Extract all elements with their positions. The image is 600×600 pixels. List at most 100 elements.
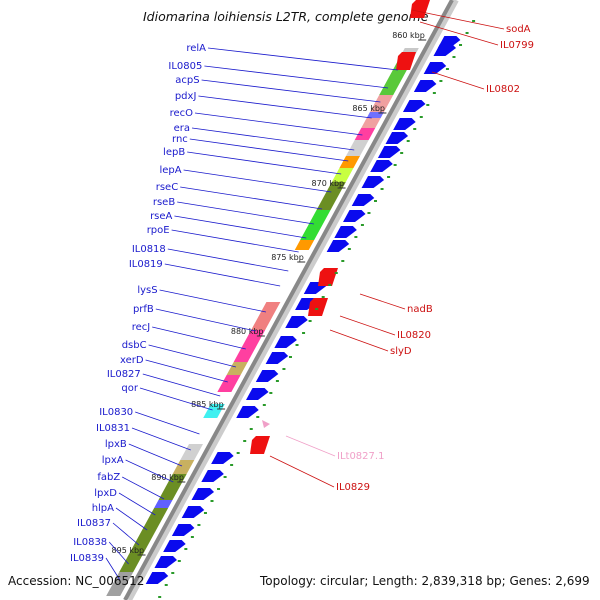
leader-line-dsbC — [148, 344, 237, 368]
gc-skew-dot — [445, 68, 449, 70]
gc-skew-dot — [164, 584, 168, 586]
gc-band-5 — [354, 128, 376, 140]
reverse-gene-0 — [410, 0, 430, 18]
leader-line-lepB — [187, 151, 342, 175]
forward-gene-22 — [211, 452, 234, 464]
forward-gene-11 — [343, 210, 366, 222]
leader-line-rseB — [177, 201, 314, 225]
gc-skew-dot — [459, 44, 463, 46]
forward-gene-17 — [274, 336, 297, 348]
leader-line-IL0818 — [167, 248, 289, 272]
forward-gene-29 — [145, 572, 169, 584]
gc-band-10 — [300, 210, 331, 240]
gc-skew-dot — [256, 416, 260, 418]
gene-label-pdxJ: pdxJ — [175, 91, 197, 102]
gc-skew-dot — [341, 260, 345, 262]
reverse-gene-4 — [250, 436, 270, 454]
leader-line-hlpA — [115, 507, 148, 531]
leader-line-IL0829 — [269, 455, 335, 488]
gene-label-IL0805: IL0805 — [168, 61, 202, 72]
gc-band-8 — [331, 168, 354, 182]
gc-skew-dot — [210, 500, 214, 502]
gene-label-IL0818: IL0818 — [132, 244, 166, 255]
tick-label-0: 860 kbp — [392, 31, 425, 40]
tick-label-7: 895 kbp — [112, 546, 145, 555]
gene-label-IL0820: IL0820 — [397, 330, 431, 341]
gc-skew-dot — [217, 488, 221, 490]
forward-gene-4 — [402, 100, 426, 112]
forward-gene-7 — [377, 146, 401, 158]
forward-gene-8 — [370, 160, 393, 172]
gene-label-slyD: slyD — [390, 346, 412, 357]
map-title: Idiomarina loihiensis L2TR, complete gen… — [143, 9, 429, 24]
leader-line-era — [191, 127, 355, 151]
gc-skew-dot — [380, 188, 384, 190]
leader-line-IL0838 — [108, 541, 129, 565]
gc-skew-dot — [236, 452, 240, 454]
forward-gene-27 — [163, 540, 186, 552]
tick-label-2: 870 kbp — [312, 179, 345, 188]
gc-band-11 — [294, 240, 315, 250]
reverse-gene-2 — [318, 268, 338, 286]
leader-line-IL0819 — [164, 263, 281, 287]
forward-gene-5 — [393, 118, 416, 130]
gene-label-recJ: recJ — [132, 322, 151, 333]
gene-label-dsbC: dsbC — [122, 340, 147, 351]
forward-gene-10 — [351, 194, 375, 206]
forward-gene-6 — [385, 132, 409, 144]
leader-line-lpxD — [118, 492, 156, 516]
leader-line-IL0837 — [112, 522, 140, 546]
gene-label-IL0831: IL0831 — [96, 423, 130, 434]
gene-label-IL0819: IL0819 — [129, 259, 163, 270]
gene-label-IL0830: IL0830 — [99, 407, 133, 418]
gc-skew-dot — [275, 380, 279, 382]
gc-skew-dot — [282, 368, 286, 370]
leader-line-IL0830 — [135, 411, 200, 435]
leader-line-recJ — [152, 326, 246, 350]
gc-skew-dot — [426, 104, 430, 106]
gene-label-IL0837: IL0837 — [77, 518, 111, 529]
gene-label-xerD: xerD — [120, 355, 144, 366]
forward-gene-13 — [326, 240, 350, 252]
gene-label-ILt0827.1: ILt0827.1 — [337, 451, 384, 462]
gc-skew-dot — [288, 356, 292, 358]
leader-line-IL0805 — [204, 65, 389, 89]
gene-label-IL0827: IL0827 — [107, 369, 141, 380]
gene-label-rseA: rseA — [150, 211, 172, 222]
gc-band-18 — [180, 444, 204, 460]
accession-text: Accession: NC_006512 — [8, 574, 145, 588]
gene-label-rseC: rseC — [156, 182, 178, 193]
gene-label-rpoE: rpoE — [147, 225, 170, 236]
gc-band-23 — [106, 572, 134, 596]
forward-gene-1 — [433, 44, 457, 56]
gc-skew-dot — [262, 404, 266, 406]
gc-skew-dot — [243, 440, 247, 442]
gc-skew-dot — [321, 296, 325, 298]
gc-skew-dot — [197, 524, 201, 526]
gene-label-fabZ: fabZ — [97, 472, 120, 483]
gene-label-lepB: lepB — [163, 147, 185, 158]
gc-skew-dot — [465, 32, 469, 34]
gc-skew-dot — [354, 236, 358, 238]
gene-label-rnc: rnc — [172, 134, 188, 145]
forward-gene-3 — [413, 80, 437, 92]
gc-band-20 — [158, 474, 187, 500]
gc-skew-dot — [393, 164, 397, 166]
leader-line-acpS — [201, 79, 381, 103]
leader-line-IL0839 — [105, 557, 121, 581]
gene-label-IL0799: IL0799 — [500, 40, 534, 51]
gene-label-era: era — [174, 123, 190, 134]
leader-line-IL0799 — [419, 21, 499, 46]
gc-skew-dot — [302, 332, 306, 334]
gc-skew-dot — [472, 20, 476, 22]
gene-label-relA: relA — [186, 43, 206, 54]
gc-skew-dot — [203, 512, 207, 514]
gene-label-IL0838: IL0838 — [73, 537, 107, 548]
gc-skew-dot — [419, 116, 423, 118]
gc-skew-dot — [223, 476, 227, 478]
backbone-line — [123, 0, 454, 600]
forward-gene-12 — [334, 226, 357, 238]
gc-band-13 — [242, 330, 266, 345]
forward-gene-16 — [285, 316, 308, 328]
gc-band-6 — [345, 140, 369, 156]
